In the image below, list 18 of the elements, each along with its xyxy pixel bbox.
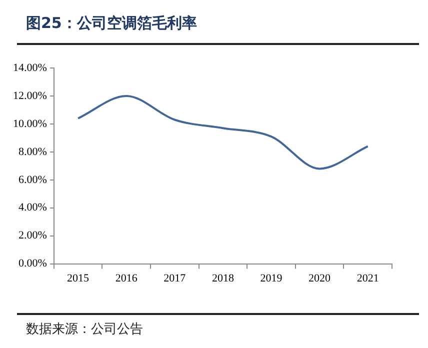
x-tick-label: 2017 <box>164 272 186 284</box>
x-tick-label: 2021 <box>356 272 379 284</box>
line-series <box>77 94 369 170</box>
y-tick-label: 12.00% <box>12 90 47 102</box>
y-tick-label: 14.00% <box>12 62 47 74</box>
x-tick-label: 2016 <box>115 272 138 284</box>
y-tick-label: 4.00% <box>18 202 47 214</box>
x-tick-label: 2018 <box>212 272 234 284</box>
chart-title: 图25：公司空调箔毛利率 <box>26 14 197 33</box>
y-tick-label: 8.00% <box>18 146 47 158</box>
y-tick-label: 10.00% <box>12 118 47 130</box>
y-tick-label: 0.00% <box>18 258 47 270</box>
x-tick-label: 2019 <box>260 272 283 284</box>
x-tick-label: 2015 <box>67 272 90 284</box>
source-note: 数据来源：公司公告 <box>26 321 143 338</box>
y-tick-label: 6.00% <box>18 174 47 186</box>
x-tick-label: 2020 <box>308 272 332 284</box>
y-tick-label: 2.00% <box>18 230 47 242</box>
